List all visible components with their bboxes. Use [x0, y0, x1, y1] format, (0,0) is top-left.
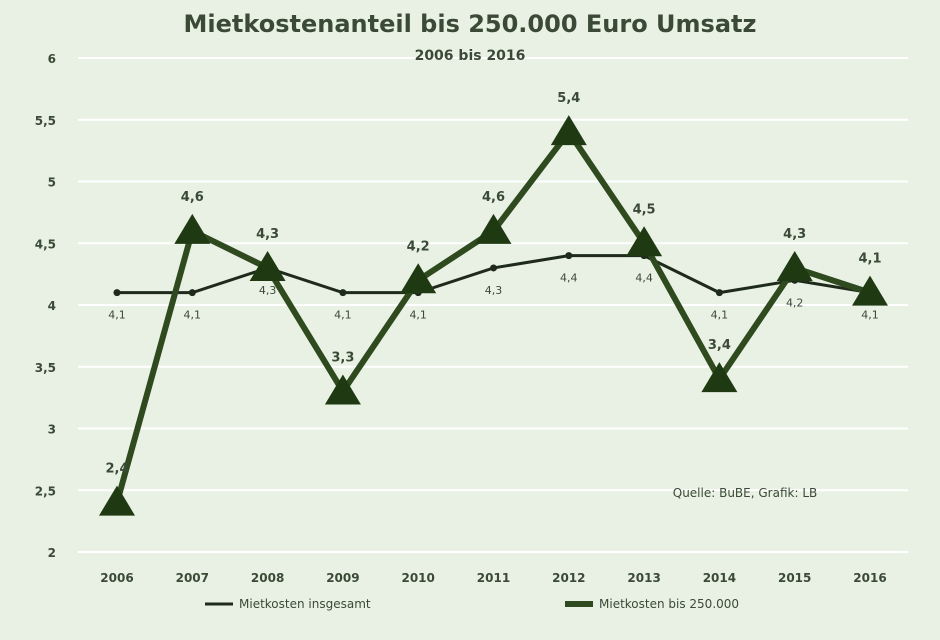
- data-label-bis250k: 5,4: [557, 91, 580, 106]
- data-point-bis250k: [701, 362, 738, 393]
- legend-label: Mietkosten bis 250.000: [599, 597, 739, 611]
- data-label-bis250k: 2,4: [105, 462, 128, 477]
- legend-label: Mietkosten insgesamt: [239, 597, 371, 611]
- data-label-total: 4,2: [786, 296, 804, 309]
- x-tick-label: 2016: [853, 571, 886, 585]
- x-tick-label: 2015: [778, 571, 811, 585]
- data-label-total: 4,1: [184, 309, 202, 322]
- data-label-bis250k: 4,6: [482, 190, 505, 205]
- x-tick-label: 2013: [627, 571, 660, 585]
- data-label-bis250k: 4,3: [783, 227, 806, 242]
- y-tick-label: 3,5: [35, 361, 56, 375]
- data-label-total: 4,4: [560, 272, 578, 285]
- data-point-bis250k: [626, 226, 663, 257]
- data-point-total: [188, 289, 196, 297]
- x-tick-label: 2009: [326, 571, 359, 585]
- data-point-bis250k: [249, 250, 286, 281]
- x-tick-label: 2007: [176, 571, 209, 585]
- data-point-total: [113, 289, 121, 297]
- x-tick-label: 2008: [251, 571, 284, 585]
- data-label-bis250k: 4,3: [256, 227, 279, 242]
- data-label-bis250k: 4,2: [407, 239, 430, 254]
- y-tick-label: 3: [48, 423, 56, 437]
- data-point-total: [715, 289, 723, 297]
- data-point-bis250k: [550, 115, 587, 146]
- data-label-bis250k: 3,4: [708, 338, 731, 353]
- y-tick-label: 4,5: [35, 237, 56, 251]
- data-label-total: 4,4: [635, 272, 653, 285]
- y-tick-label: 2,5: [35, 484, 56, 498]
- data-label-total: 4,1: [711, 309, 729, 322]
- x-tick-label: 2006: [100, 571, 133, 585]
- data-point-total: [339, 289, 347, 297]
- x-tick-label: 2012: [552, 571, 585, 585]
- data-point-total: [490, 264, 497, 272]
- data-label-bis250k: 4,6: [181, 190, 204, 205]
- x-tick-label: 2010: [401, 571, 434, 585]
- data-label-total: 4,1: [334, 309, 352, 322]
- y-tick-label: 6: [48, 52, 56, 66]
- data-point-bis250k: [174, 213, 211, 244]
- data-label-total: 4,3: [485, 284, 503, 297]
- data-point-bis250k: [400, 263, 437, 294]
- data-label-bis250k: 4,5: [633, 202, 656, 217]
- y-tick-label: 5,5: [35, 114, 56, 128]
- data-point-bis250k: [475, 213, 512, 244]
- data-point-total: [565, 252, 573, 260]
- y-tick-label: 4: [48, 299, 56, 313]
- chart-subtitle: 2006 bis 2016: [415, 48, 526, 64]
- data-label-total: 4,1: [108, 309, 126, 322]
- chart-title: Mietkostenanteil bis 250.000 Euro Umsatz: [184, 10, 757, 38]
- source-annotation: Quelle: BuBE, Grafik: LB: [673, 486, 818, 500]
- data-label-total: 4,1: [409, 309, 427, 322]
- data-label-bis250k: 3,3: [331, 350, 354, 365]
- data-label-bis250k: 4,1: [858, 252, 881, 267]
- data-point-bis250k: [776, 250, 813, 281]
- y-tick-label: 5: [48, 176, 56, 190]
- data-point-bis250k: [324, 374, 361, 405]
- data-point-bis250k: [99, 485, 135, 516]
- x-tick-label: 2014: [703, 571, 736, 585]
- data-point-bis250k: [852, 275, 888, 306]
- data-label-total: 4,1: [861, 309, 879, 322]
- x-tick-label: 2011: [477, 571, 510, 585]
- y-tick-label: 2: [48, 546, 56, 560]
- data-label-total: 4,3: [259, 284, 277, 297]
